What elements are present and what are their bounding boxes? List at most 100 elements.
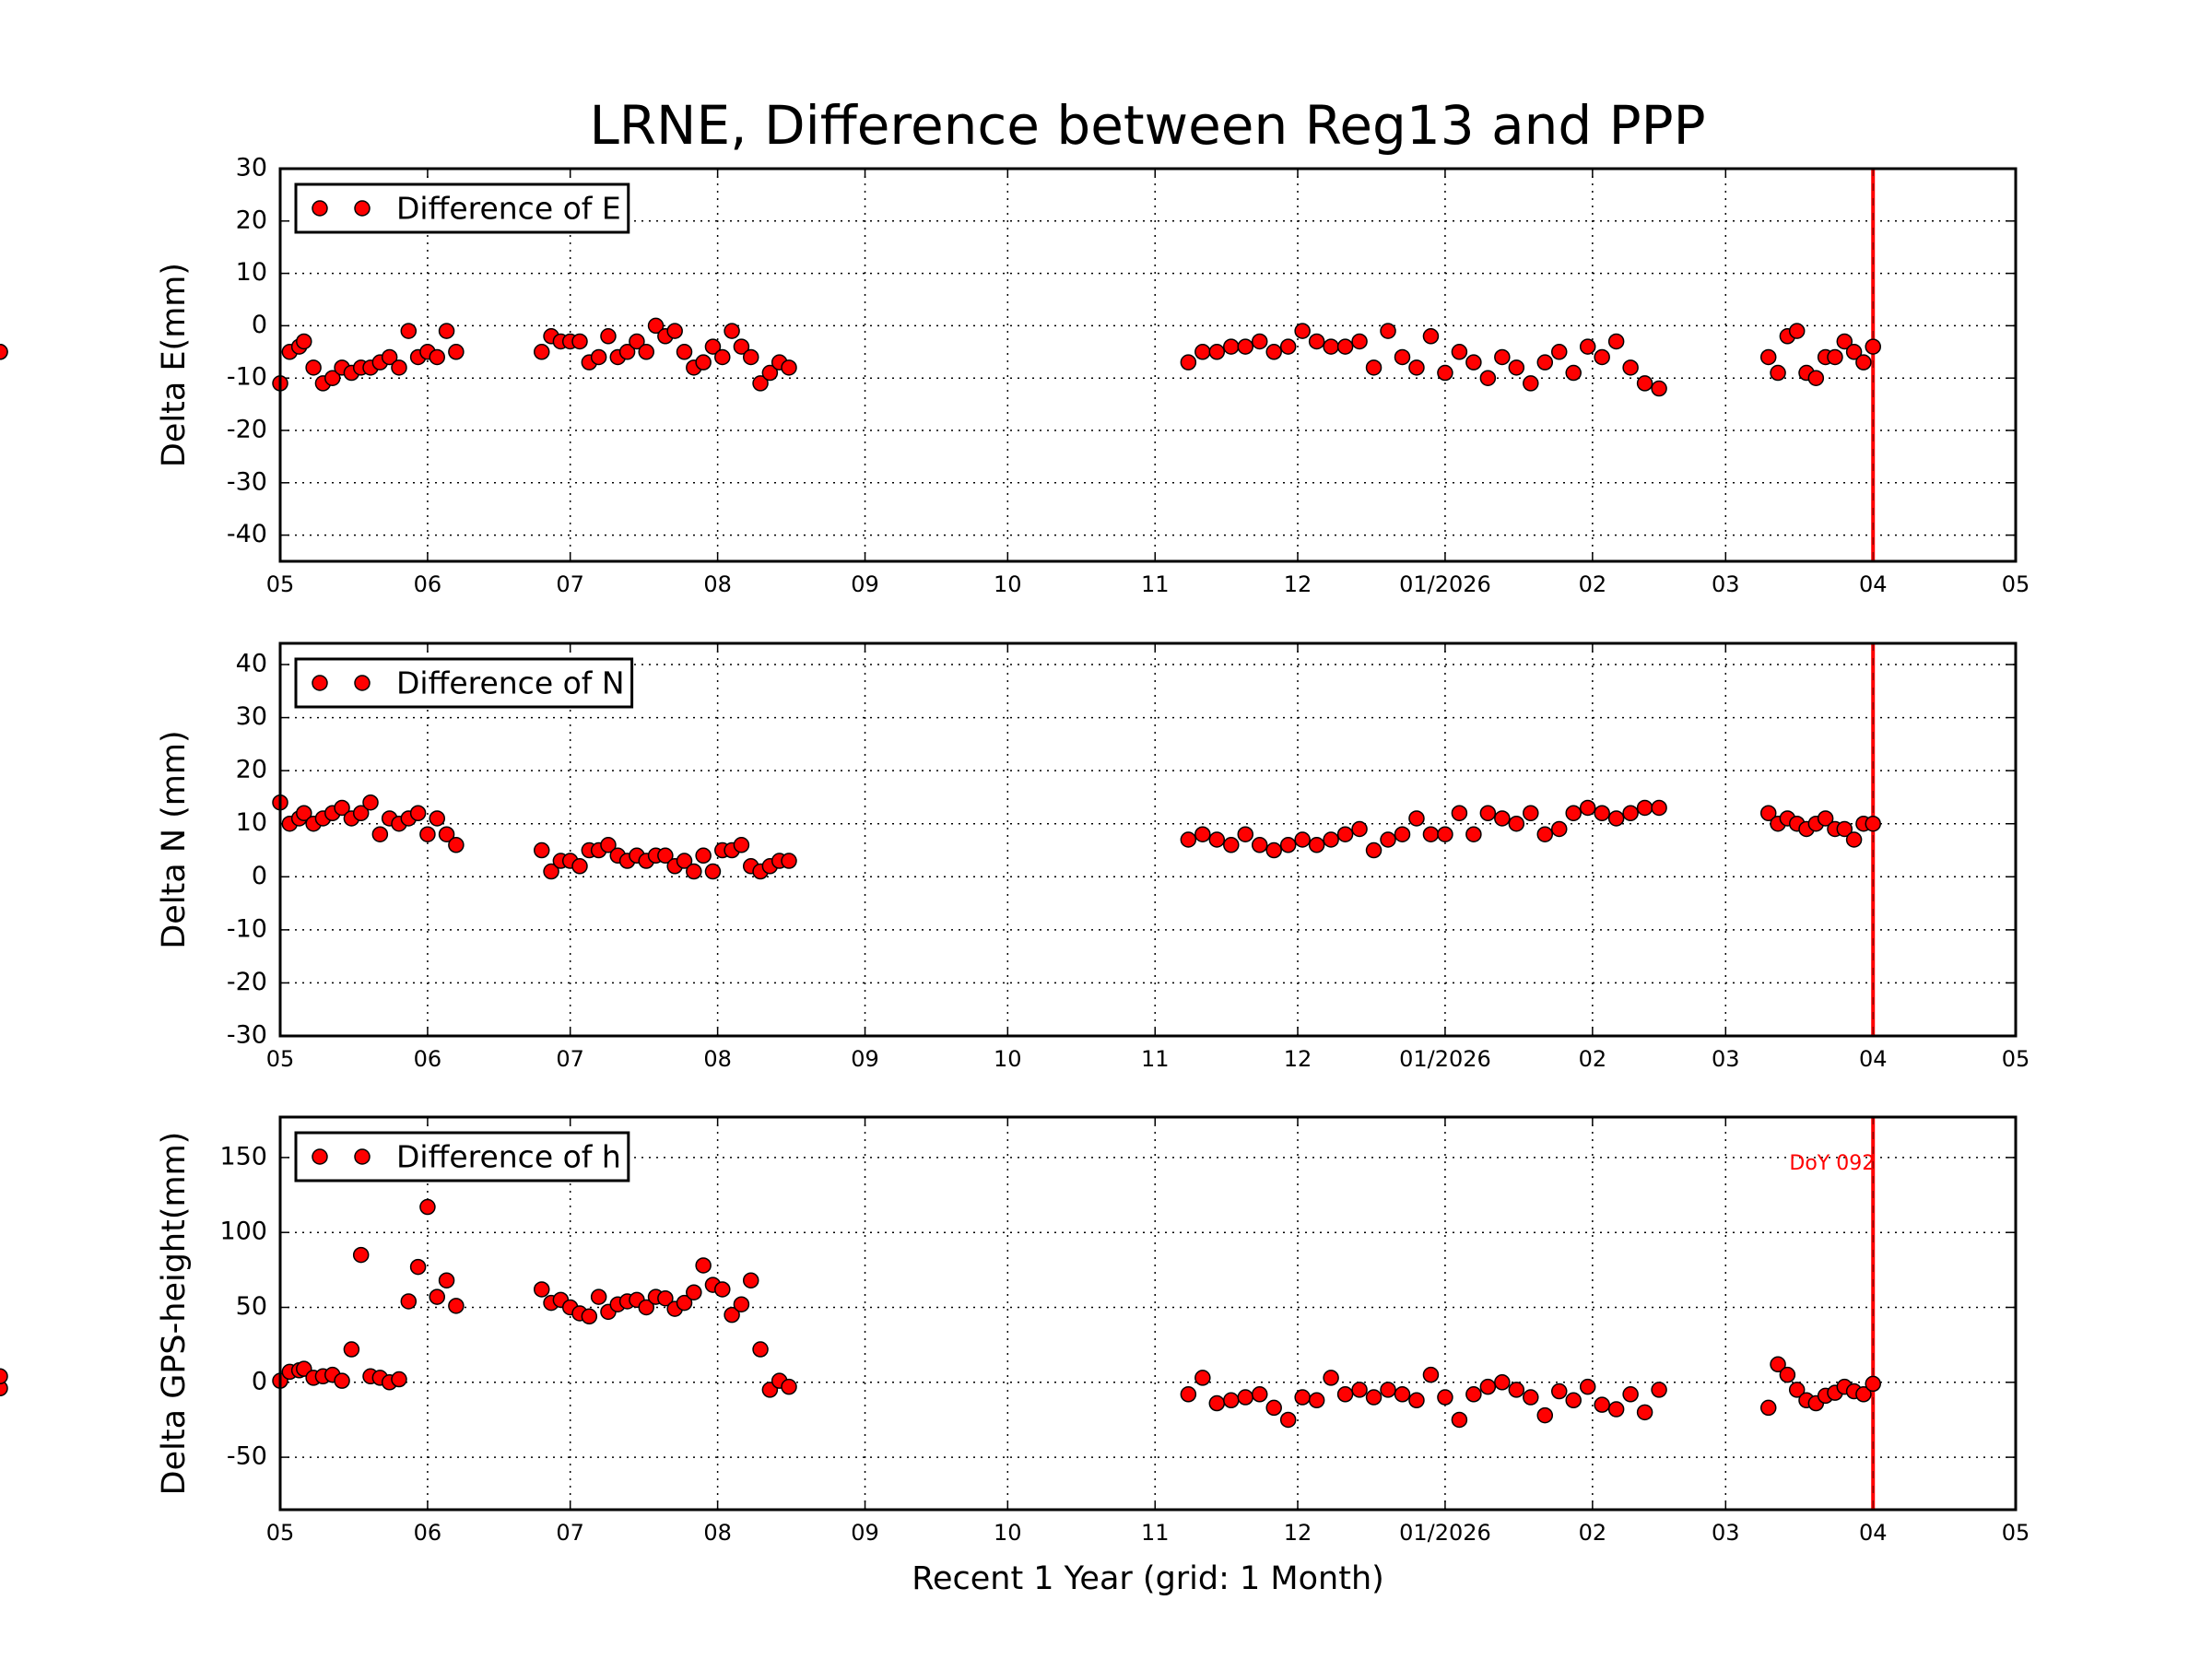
data-point	[533, 841, 550, 859]
data-point	[590, 348, 607, 366]
y-tick-label: 20	[236, 206, 267, 234]
data-point	[1845, 831, 1863, 848]
data-point	[742, 348, 759, 366]
x-tick-label: 11	[1141, 1520, 1170, 1546]
data-point	[419, 1198, 436, 1216]
data-point	[781, 853, 797, 869]
data-point	[448, 1298, 465, 1314]
data-point	[1208, 831, 1226, 848]
legend-label: Difference of N	[396, 665, 625, 701]
data-point	[1865, 815, 1881, 832]
data-point	[343, 1341, 360, 1358]
data-point	[1845, 344, 1863, 360]
data-point	[1451, 805, 1468, 821]
data-point	[686, 1284, 702, 1300]
x-tick-label: 10	[994, 1520, 1022, 1546]
x-tick-label: 04	[1859, 1520, 1888, 1546]
data-point	[1223, 837, 1240, 853]
x-tick-label: 08	[703, 571, 732, 597]
data-point	[0, 344, 8, 360]
y-axis-label: Delta E(mm)	[156, 263, 193, 467]
data-point	[733, 1296, 750, 1312]
data-point	[391, 359, 407, 376]
data-point	[448, 837, 465, 853]
data-point	[1380, 323, 1396, 339]
y-tick-label: -10	[227, 363, 267, 392]
data-point	[1180, 354, 1197, 371]
data-point	[1323, 338, 1339, 355]
data-point	[1451, 1411, 1468, 1429]
data-point	[1422, 328, 1440, 345]
data-point	[1294, 323, 1311, 339]
data-point	[371, 826, 389, 842]
data-point	[724, 1306, 740, 1324]
data-point	[1536, 354, 1554, 371]
data-point	[1279, 837, 1297, 853]
data-point	[1622, 805, 1639, 821]
legend-marker	[354, 200, 371, 217]
y-tick-label: -20	[227, 968, 267, 996]
data-point	[761, 364, 779, 382]
x-tick-label: 04	[1859, 1046, 1888, 1072]
data-point	[571, 858, 588, 875]
y-tick-label: -20	[227, 416, 267, 444]
data-point	[724, 323, 740, 339]
data-point	[1265, 841, 1282, 859]
data-point	[1223, 1392, 1240, 1409]
data-point	[1451, 344, 1468, 360]
data-point	[1437, 1389, 1453, 1406]
data-point	[1351, 820, 1368, 838]
legend-marker	[312, 1148, 328, 1165]
data-point	[1523, 805, 1539, 821]
data-point	[1523, 1389, 1539, 1406]
data-point	[533, 1281, 550, 1298]
data-point	[1817, 810, 1834, 827]
x-tick-label: 02	[1579, 571, 1607, 597]
x-tick-label: 02	[1579, 1520, 1607, 1546]
data-point	[1351, 333, 1368, 350]
y-tick-label: 0	[252, 311, 267, 339]
x-tick-label: 07	[556, 1520, 584, 1546]
x-tick-label: 10	[994, 1046, 1022, 1072]
y-tick-label: 10	[236, 808, 267, 837]
y-tick-label: 20	[236, 756, 267, 784]
data-point	[324, 370, 341, 386]
data-point	[1437, 364, 1453, 382]
data-point	[1336, 826, 1354, 842]
data-point	[1237, 338, 1254, 355]
data-point	[448, 344, 465, 360]
data-point	[429, 348, 445, 366]
data-point	[1759, 1399, 1777, 1417]
data-point	[600, 328, 617, 345]
legend-box	[294, 1131, 630, 1182]
data-point	[695, 354, 712, 371]
data-point	[1180, 1386, 1197, 1403]
data-point	[1208, 344, 1226, 360]
data-point	[1759, 805, 1777, 821]
data-point	[1508, 1382, 1525, 1398]
data-point	[438, 1272, 455, 1288]
data-point	[742, 1272, 759, 1288]
data-point	[676, 853, 693, 869]
data-point	[1779, 1366, 1796, 1383]
data-point	[438, 323, 455, 339]
data-point	[1422, 1366, 1440, 1383]
data-point	[1265, 1399, 1282, 1417]
data-point	[704, 338, 722, 355]
data-point	[1237, 826, 1254, 842]
data-point	[629, 333, 645, 350]
data-point	[1365, 841, 1382, 859]
data-point	[1508, 815, 1525, 832]
data-point	[334, 799, 350, 817]
data-point	[1508, 359, 1525, 376]
data-point	[1251, 837, 1268, 853]
y-tick-label: 150	[219, 1142, 267, 1171]
x-tick-label: 07	[556, 1046, 584, 1072]
data-point	[666, 323, 683, 339]
x-tick-label: 09	[851, 571, 879, 597]
data-point	[733, 837, 750, 853]
data-point	[1836, 333, 1853, 350]
data-point	[1323, 1370, 1339, 1386]
data-point	[1651, 380, 1667, 397]
data-point	[1465, 354, 1482, 371]
